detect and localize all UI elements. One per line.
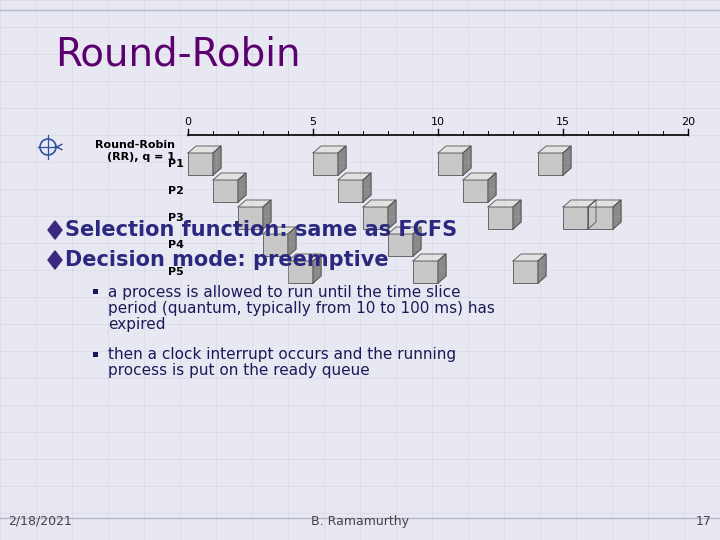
Polygon shape [388, 227, 421, 234]
Polygon shape [213, 146, 221, 175]
Text: 15: 15 [556, 117, 570, 127]
Polygon shape [613, 200, 621, 229]
Polygon shape [263, 200, 271, 229]
Bar [338, 180, 363, 202]
Bar [93, 352, 98, 357]
Text: period (quantum, typically from 10 to 100 ms) has: period (quantum, typically from 10 to 10… [108, 300, 495, 315]
Bar [388, 234, 413, 256]
Bar [413, 261, 438, 283]
Text: P1: P1 [168, 159, 184, 169]
Polygon shape [538, 254, 546, 283]
Bar [313, 153, 338, 175]
Polygon shape [313, 146, 346, 153]
Polygon shape [238, 200, 271, 207]
Text: P2: P2 [168, 186, 184, 196]
Polygon shape [48, 221, 62, 239]
Text: Decision mode: preemptive: Decision mode: preemptive [65, 250, 389, 270]
Text: a process is allowed to run until the time slice: a process is allowed to run until the ti… [108, 285, 461, 300]
Polygon shape [288, 254, 321, 261]
Text: 20: 20 [681, 117, 695, 127]
Polygon shape [463, 173, 496, 180]
Polygon shape [588, 200, 596, 229]
Text: process is put on the ready queue: process is put on the ready queue [108, 363, 370, 379]
Text: P3: P3 [168, 213, 184, 223]
Polygon shape [363, 173, 371, 202]
Bar [438, 153, 463, 175]
Text: Round-Robin: Round-Robin [55, 35, 300, 73]
Polygon shape [288, 227, 296, 256]
Text: P5: P5 [168, 267, 184, 277]
Bar [93, 289, 98, 294]
Bar [588, 207, 613, 229]
Polygon shape [188, 146, 221, 153]
Text: 0: 0 [184, 117, 192, 127]
Bar [488, 207, 513, 229]
Text: Selection function: same as FCFS: Selection function: same as FCFS [65, 220, 457, 240]
Text: B. Ramamurthy: B. Ramamurthy [311, 515, 409, 528]
Polygon shape [563, 146, 571, 175]
Text: P4: P4 [168, 240, 184, 250]
Text: then a clock interrupt occurs and the running: then a clock interrupt occurs and the ru… [108, 348, 456, 362]
Polygon shape [538, 146, 571, 153]
Bar [263, 234, 288, 256]
Text: 10: 10 [431, 117, 445, 127]
Polygon shape [488, 200, 521, 207]
Bar [188, 153, 213, 175]
Text: 5: 5 [310, 117, 317, 127]
Bar [463, 180, 488, 202]
Polygon shape [513, 200, 521, 229]
Polygon shape [338, 173, 371, 180]
Text: expired: expired [108, 316, 166, 332]
Polygon shape [488, 173, 496, 202]
Polygon shape [238, 173, 246, 202]
Polygon shape [588, 200, 621, 207]
Bar [363, 207, 388, 229]
Polygon shape [413, 227, 421, 256]
Polygon shape [48, 251, 62, 269]
Polygon shape [213, 173, 246, 180]
Polygon shape [438, 146, 471, 153]
Bar [513, 261, 538, 283]
Text: 17: 17 [696, 515, 712, 528]
Polygon shape [338, 146, 346, 175]
Bar [288, 261, 313, 283]
Bar [538, 153, 563, 175]
Polygon shape [363, 200, 396, 207]
Polygon shape [263, 227, 296, 234]
Polygon shape [313, 254, 321, 283]
Text: Round-Robin
(RR), q = 1: Round-Robin (RR), q = 1 [95, 140, 175, 161]
Polygon shape [463, 146, 471, 175]
Polygon shape [413, 254, 446, 261]
Bar [563, 207, 588, 229]
Polygon shape [388, 200, 396, 229]
Polygon shape [513, 254, 546, 261]
Polygon shape [563, 200, 596, 207]
Bar [238, 207, 263, 229]
Polygon shape [438, 254, 446, 283]
Bar [213, 180, 238, 202]
Text: 2/18/2021: 2/18/2021 [8, 515, 72, 528]
